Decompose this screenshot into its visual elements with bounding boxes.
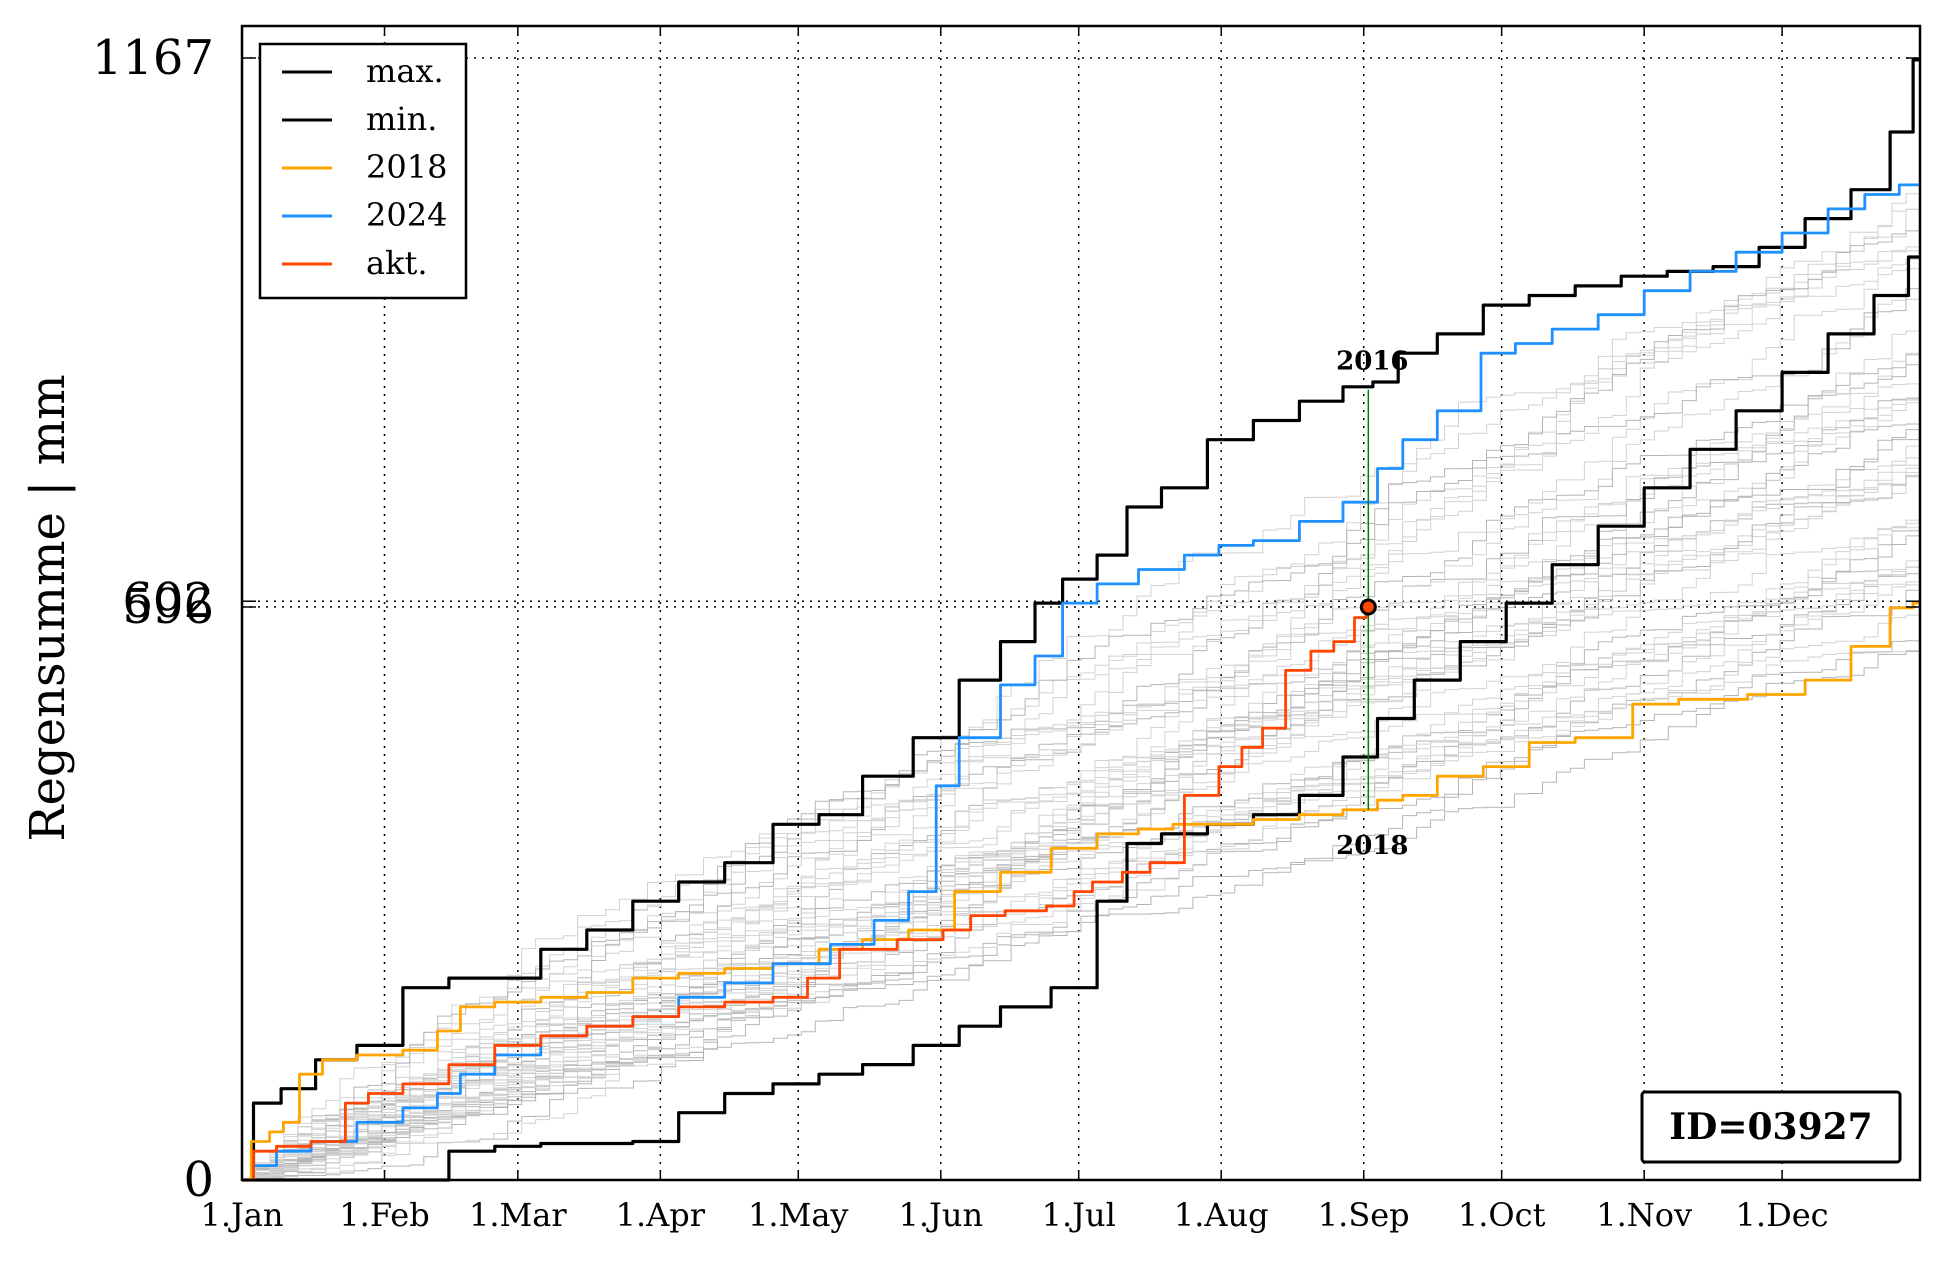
x-tick-label: 1.Aug xyxy=(1174,1196,1269,1234)
series-line-2018 xyxy=(242,601,1920,1182)
x-tick-label: 1.Feb xyxy=(339,1196,429,1234)
ensemble-year-line xyxy=(242,519,1921,1181)
ensemble-year-line xyxy=(242,639,1921,1181)
ensemble-year-line xyxy=(242,212,1921,1181)
current-value-marker xyxy=(1359,598,1377,616)
y-mark-label: 596 xyxy=(122,579,214,635)
x-tick-label: 1.Jun xyxy=(898,1196,983,1234)
annotation-label-top: 2016 xyxy=(1336,347,1408,377)
legend-label: 2024 xyxy=(366,196,447,234)
y-axis-label: Regensumme | mm xyxy=(20,374,76,841)
ensemble-year-line xyxy=(242,560,1921,1181)
series-lines xyxy=(242,58,1920,1182)
x-tick-label: 1.Jul xyxy=(1042,1196,1116,1234)
id-box-label: ID=03927 xyxy=(1669,1106,1872,1148)
legend-label: min. xyxy=(366,100,437,138)
x-tick-label: 1.Apr xyxy=(616,1196,706,1234)
plot-frame xyxy=(240,24,1922,1182)
legend-label: akt. xyxy=(366,244,428,282)
legend-label: 2018 xyxy=(366,148,447,186)
axes: 1.Jan 1.Feb 1.Mar 1.Apr 1.May 1.Jun 1.Jul 1.Aug… xyxy=(92,24,1922,1234)
series-line-max xyxy=(242,58,1920,1182)
series-line-2024 xyxy=(242,183,1920,1182)
ensemble-year-line xyxy=(242,243,1921,1181)
y-tick-label: 0 xyxy=(183,1152,214,1208)
ensemble-year-line xyxy=(242,581,1921,1181)
annotation-layer: 2016 2018 xyxy=(1336,347,1408,861)
series-line-min xyxy=(242,255,1920,1182)
ensemble-year-line xyxy=(242,467,1920,1181)
ensemble-year-line xyxy=(242,463,1921,1181)
legend-box xyxy=(258,42,468,300)
ensemble-lines xyxy=(242,186,1921,1181)
ensemble-year-line xyxy=(242,508,1921,1181)
annotation-label-bottom: 2018 xyxy=(1336,831,1408,861)
ensemble-year-line xyxy=(242,202,1921,1181)
ensemble-year-line xyxy=(242,641,1921,1181)
legend: max. min. 2018 2024 akt. xyxy=(258,42,468,300)
x-tick-label: 1.Oct xyxy=(1458,1196,1546,1234)
ensemble-year-line xyxy=(242,383,1921,1181)
series-line-akt xyxy=(242,605,1369,1182)
x-tick-label: 1.Mar xyxy=(469,1196,567,1234)
x-tick-label: 1.Dec xyxy=(1736,1196,1829,1234)
y-tick-label: 1167 xyxy=(92,30,214,86)
ensemble-year-line xyxy=(242,563,1921,1181)
id-box: ID=03927 xyxy=(1640,1090,1902,1164)
id-box-frame xyxy=(1640,1090,1902,1164)
x-tick-label: 1.Jan xyxy=(200,1196,283,1234)
x-tick-label: 1.Sep xyxy=(1318,1196,1410,1234)
legend-label: max. xyxy=(366,52,444,90)
y-mark-label: 602 xyxy=(122,573,214,629)
ensemble-year-line xyxy=(242,525,1921,1181)
ensemble-year-line xyxy=(242,470,1921,1181)
x-tick-label: 1.May xyxy=(748,1196,848,1234)
x-tick-label: 1.Nov xyxy=(1596,1196,1692,1234)
ensemble-year-line xyxy=(242,437,1921,1181)
ensemble-year-line xyxy=(242,353,1921,1181)
